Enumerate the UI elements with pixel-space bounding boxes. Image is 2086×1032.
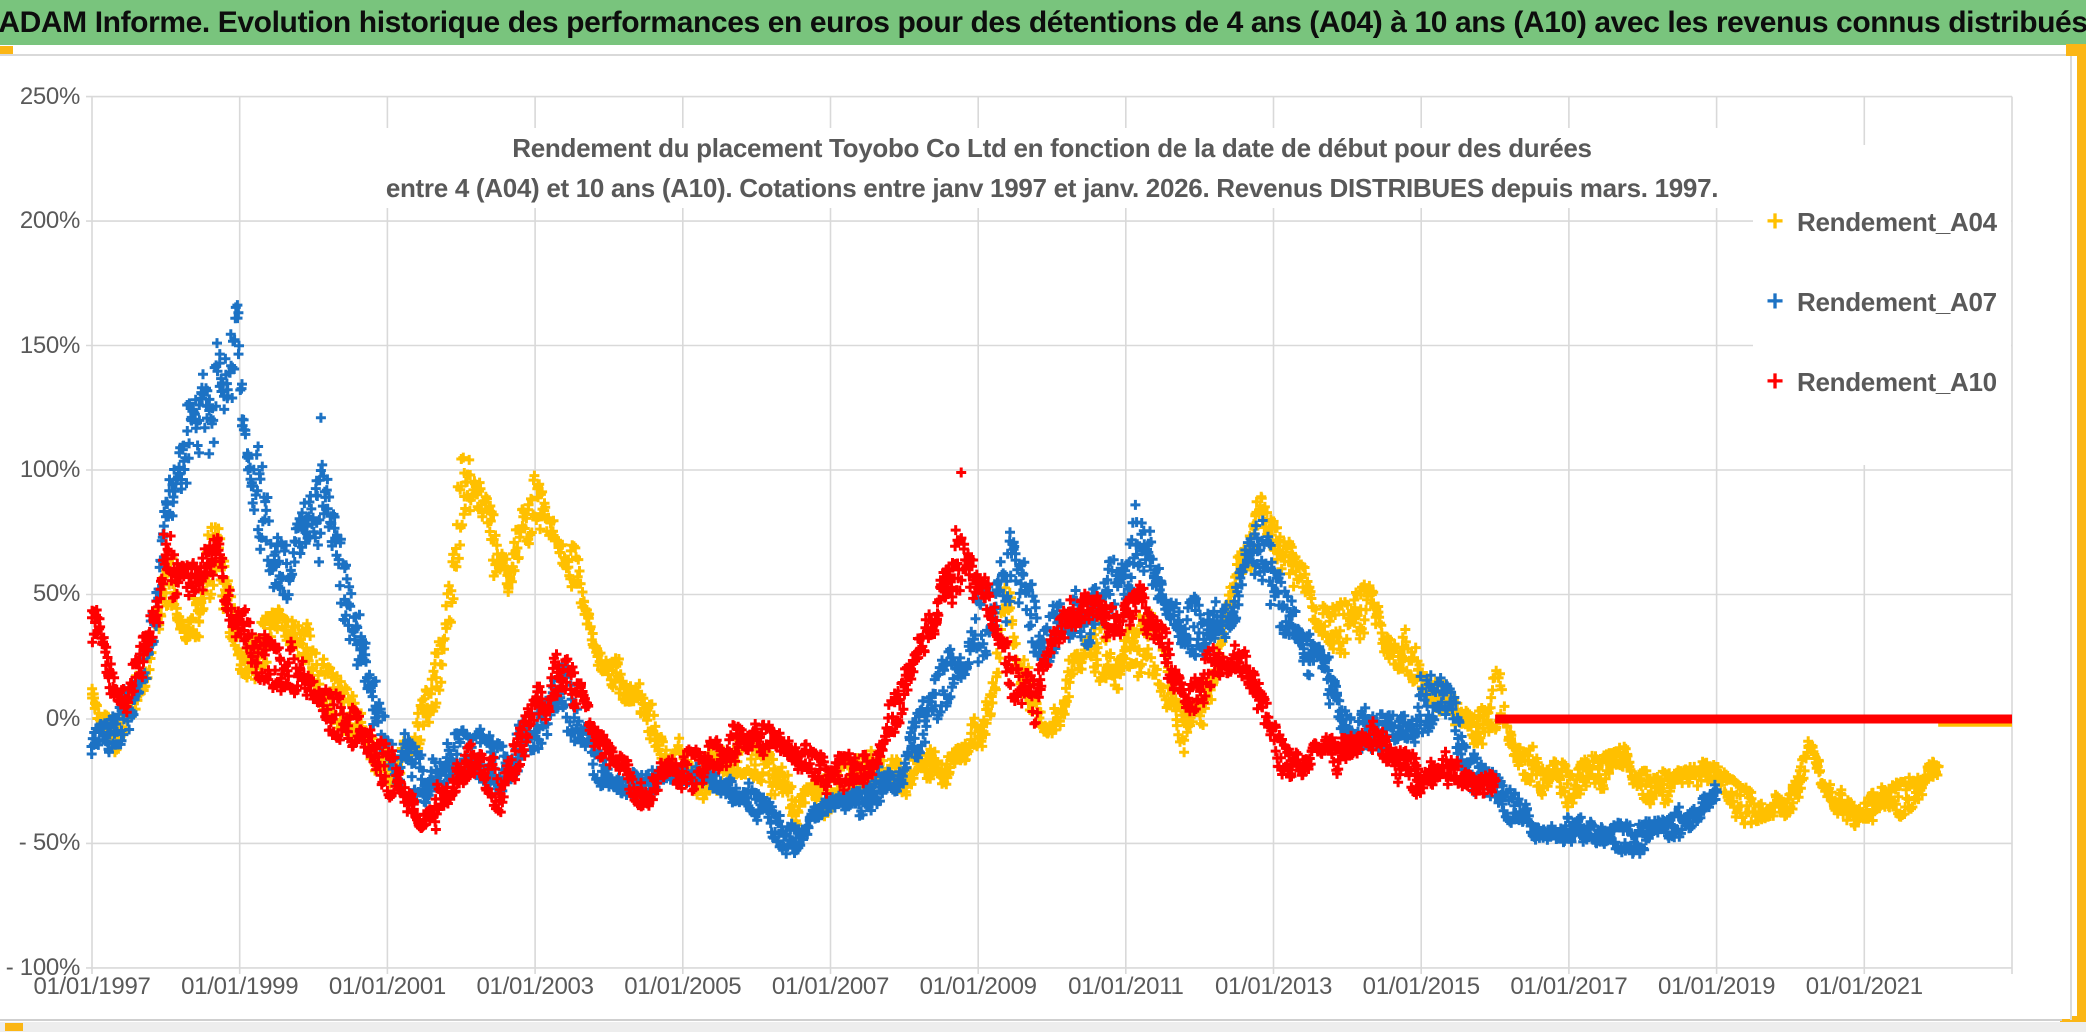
window-border-right: [2070, 56, 2072, 1020]
titlebar-divider: [0, 54, 2086, 56]
y-axis-tick-label: - 100%: [5, 953, 81, 981]
x-axis-tick-label: 01/01/2021: [1805, 973, 1923, 1000]
legend-label: Rendement_A04: [1797, 206, 1997, 237]
x-axis-tick-label: 01/01/2005: [624, 973, 742, 1000]
x-axis-tick-label: 01/01/1999: [181, 973, 299, 1000]
plus-marker-icon: +: [1766, 285, 1784, 318]
plus-marker-icon: +: [1766, 205, 1784, 238]
selection-handle-top-right: [2066, 44, 2086, 56]
chart-container[interactable]: Rendement du placement Toyobo Co Ltd en …: [0, 56, 2070, 1019]
selection-border-right: [2077, 56, 2086, 1022]
scatter-plot[interactable]: [0, 56, 2070, 1019]
gridlines: [86, 95, 2013, 974]
legend-label: Rendement_A10: [1797, 366, 1997, 397]
x-axis-tick-label: 01/01/2003: [476, 973, 594, 1000]
y-axis-tick-label: 50%: [32, 580, 80, 608]
y-axis-tick-label: 100%: [19, 456, 80, 483]
plus-marker-icon: +: [1766, 365, 1784, 398]
series-a10-markers[interactable]: [87, 467, 1501, 835]
x-axis-tick-label: 01/01/2015: [1362, 973, 1480, 1000]
x-axis-tick-label: 01/01/2017: [1510, 973, 1628, 1000]
y-axis-tick-label: 250%: [19, 82, 80, 110]
y-axis-tick-label: - 50%: [18, 829, 81, 857]
x-axis-tick-label: 01/01/1997: [33, 973, 151, 1000]
x-axis-tick-label: 01/01/2007: [771, 973, 890, 1000]
x-axis-tick-label: 01/01/2019: [1658, 973, 1776, 1000]
series-a07-markers[interactable]: [86, 300, 1723, 859]
legend-item-rendement-a07[interactable]: + Rendement_A07: [1753, 280, 2011, 324]
bottom-scroll-strip[interactable]: [0, 1022, 2086, 1032]
document-title: ADAM Informe. Evolution historique des p…: [0, 5, 2086, 39]
legend-item-rendement-a04[interactable]: + Rendement_A04: [1753, 200, 2011, 244]
y-axis-tick-label: 150%: [19, 331, 80, 359]
chart-title[interactable]: Rendement du placement Toyobo Co Ltd en …: [292, 128, 1812, 208]
chart-legend[interactable]: + Rendement_A04 + Rendement_A07 + Rendem…: [1753, 145, 2011, 465]
x-axis-tick-label: 01/01/2009: [919, 973, 1037, 1000]
window-border-bottom: [0, 1019, 2062, 1021]
selection-handle-bottom-left: [5, 1023, 23, 1031]
x-axis-tick-label: 01/01/2001: [328, 973, 446, 1000]
chart-title-line2: entre 4 (A04) et 10 ans (A10). Cotations…: [385, 173, 1719, 203]
y-axis-tick-label: 200%: [19, 207, 80, 235]
x-axis-tick-label: 01/01/2011: [1068, 973, 1184, 1000]
selection-handle-top-left: [0, 46, 13, 54]
chart-title-line1: Rendement du placement Toyobo Co Ltd en …: [512, 133, 1592, 163]
x-axis-tick-label: 01/01/2013: [1214, 973, 1333, 1000]
document-title-bar: ADAM Informe. Evolution historique des p…: [0, 0, 2086, 45]
legend-label: Rendement_A07: [1797, 286, 1997, 317]
legend-item-rendement-a10[interactable]: + Rendement_A10: [1753, 360, 2011, 404]
y-axis-tick-label: 0%: [45, 704, 80, 732]
